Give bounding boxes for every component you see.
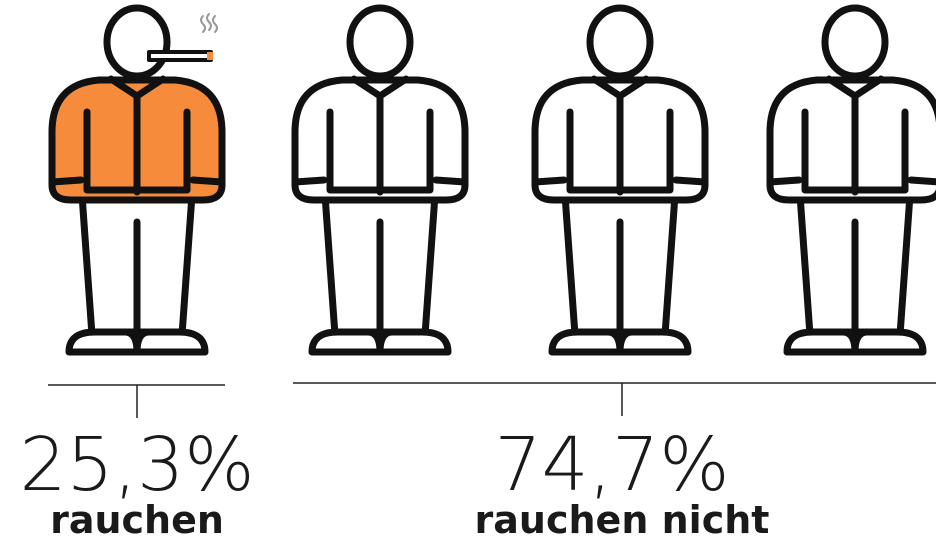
person-icon	[291, 4, 469, 356]
foot	[308, 328, 384, 356]
person-icon	[531, 4, 709, 356]
category-label: rauchen nicht	[475, 498, 770, 540]
cigarette-tip	[207, 52, 213, 60]
head	[586, 4, 654, 80]
jacket-lines	[766, 75, 936, 196]
cigarette	[147, 50, 213, 62]
smoke	[200, 13, 218, 33]
category-label: rauchen	[50, 498, 224, 540]
foot	[783, 328, 859, 356]
percentage-label: 74,7%	[494, 422, 729, 508]
foot	[65, 328, 141, 356]
head	[346, 4, 414, 80]
bracket	[48, 384, 225, 418]
foot	[376, 328, 452, 356]
jacket-lines	[48, 75, 226, 196]
jacket-lines	[531, 75, 709, 196]
head	[103, 4, 171, 80]
foot	[851, 328, 927, 356]
foot	[548, 328, 624, 356]
person-icon	[48, 4, 226, 356]
person-icon	[766, 4, 936, 356]
head	[821, 4, 889, 80]
bracket	[293, 382, 936, 416]
foot	[133, 328, 209, 356]
percentage-label: 25,3%	[19, 422, 254, 508]
jacket-lines	[291, 75, 469, 196]
foot	[616, 328, 692, 356]
